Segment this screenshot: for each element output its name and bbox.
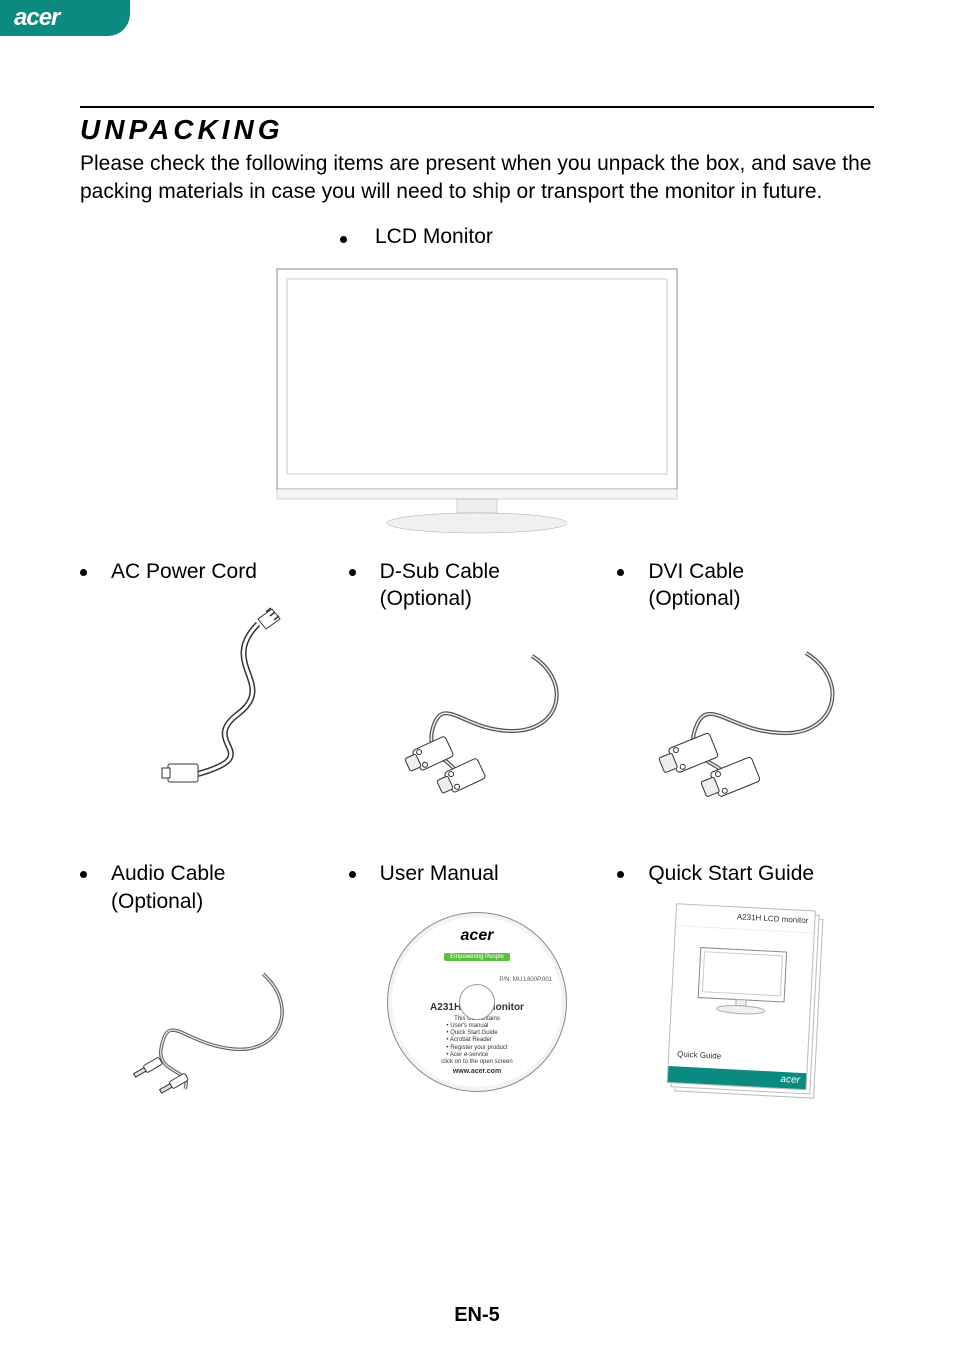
disc-title: A231H LCD Monitor	[388, 1002, 566, 1014]
audio-cable-icon	[113, 954, 303, 1104]
brand-header: acer	[0, 0, 130, 36]
item-user-manual: User Manual acer Empowering People P/N: …	[349, 860, 606, 1129]
item-label: Audio Cable	[111, 862, 225, 885]
brand-logo: acer	[14, 4, 59, 32]
item-dsub-cable: D-Sub Cable (Optional)	[349, 558, 606, 827]
disc-list-item: Acer e-service	[450, 1052, 488, 1058]
dvi-cable-icon	[636, 641, 856, 811]
section-title: UNPACKING	[80, 114, 874, 146]
bullet-icon	[340, 236, 347, 243]
bullet-icon	[80, 569, 87, 576]
monitor-icon	[267, 259, 687, 539]
item-note: (Optional)	[380, 585, 500, 612]
dvi-cable-figure	[617, 626, 874, 826]
disc-subtitle: This CD contains	[388, 1016, 566, 1023]
lcd-monitor-figure	[80, 259, 874, 544]
item-label: AC Power Cord	[111, 558, 257, 585]
qsg-figure: A231H LCD monitor Quick Guide acer	[617, 902, 874, 1102]
item-label: LCD Monitor	[375, 225, 493, 249]
bullet-icon	[617, 569, 624, 576]
power-cord-figure	[80, 599, 337, 799]
disc-logo: acer	[388, 927, 566, 945]
intro-paragraph: Please check the following items are pre…	[80, 150, 874, 207]
item-audio-cable: Audio Cable (Optional)	[80, 860, 337, 1129]
user-manual-figure: acer Empowering People P/N: MU.L600P.001…	[349, 902, 606, 1102]
audio-cable-figure	[80, 929, 337, 1129]
bullet-icon	[349, 871, 356, 878]
item-note: (Optional)	[111, 888, 225, 915]
bullet-icon	[349, 569, 356, 576]
item-label: DVI Cable	[648, 560, 744, 583]
item-lcd-monitor: LCD Monitor	[80, 225, 874, 249]
bullet-icon	[617, 871, 624, 878]
item-note: (Optional)	[648, 585, 744, 612]
disc-list-item: User's manual	[450, 1023, 488, 1029]
page-number: EN-5	[0, 1304, 954, 1327]
booklet-icon: A231H LCD monitor Quick Guide acer	[666, 903, 826, 1101]
disc-url: www.acer.com	[388, 1068, 566, 1076]
item-label: User Manual	[380, 860, 499, 887]
dsub-cable-icon	[372, 641, 582, 811]
power-cord-icon	[118, 604, 298, 794]
item-dvi-cable: DVI Cable (Optional)	[617, 558, 874, 827]
item-quick-start-guide: Quick Start Guide A231H LCD monitor	[617, 860, 874, 1129]
disc-footer: click on to the open screen	[388, 1059, 566, 1066]
items-row-1: AC Power Cord D-Sub Cable (Optional)	[80, 558, 874, 827]
disc-list-item: Quick Start Guide	[450, 1030, 497, 1036]
booklet-monitor-icon	[695, 945, 789, 1020]
disc-list-item: Acrobat Reader	[450, 1037, 492, 1043]
page-content: UNPACKING Please check the following ite…	[0, 36, 954, 1129]
bullet-icon	[80, 871, 87, 878]
disc-icon: acer Empowering People P/N: MU.L600P.001…	[387, 912, 567, 1092]
disc-tagline: Empowering People	[444, 953, 510, 961]
dsub-cable-figure	[349, 626, 606, 826]
items-row-2: Audio Cable (Optional)	[80, 860, 874, 1129]
disc-list: • User's manual • Quick Start Guide • Ac…	[446, 1023, 507, 1059]
disc-list-item: Register your product	[450, 1045, 507, 1051]
booklet-header: A231H LCD monitor	[676, 904, 815, 933]
item-ac-power-cord: AC Power Cord	[80, 558, 337, 827]
item-label: Quick Start Guide	[648, 860, 814, 887]
disc-side-text: P/N: MU.L600P.001	[499, 977, 552, 983]
item-label: D-Sub Cable	[380, 560, 500, 583]
booklet-footer-label: Quick Guide	[677, 1049, 721, 1060]
section-rule	[80, 106, 874, 108]
